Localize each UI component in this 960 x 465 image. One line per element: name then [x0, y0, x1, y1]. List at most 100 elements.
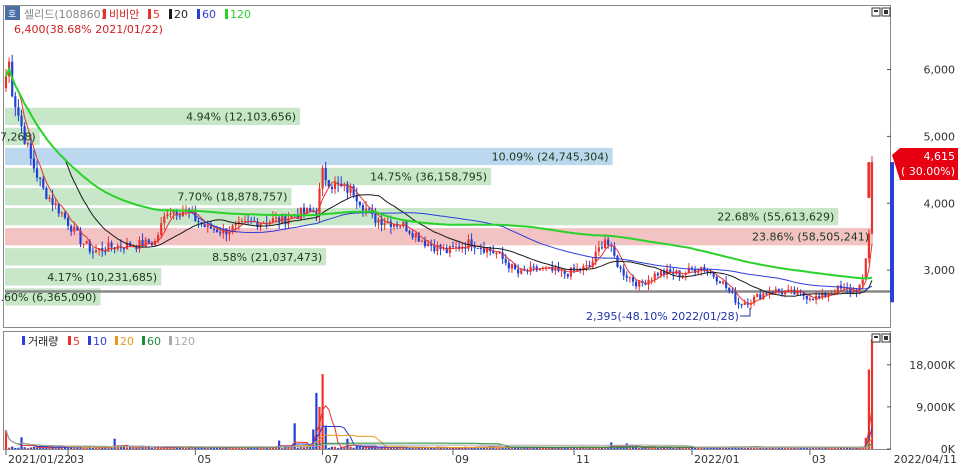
- volume-bar: [852, 448, 855, 449]
- candle-body: [560, 269, 563, 272]
- candle-body: [762, 293, 765, 299]
- candle-body: [734, 292, 737, 303]
- volume-bar: [166, 447, 169, 449]
- low-annotation-pointer: [740, 308, 751, 317]
- volume-bar: [545, 447, 548, 449]
- price-panel-buttons[interactable]: [871, 7, 891, 17]
- volume-profile-label: 10.09% (24,745,304): [492, 150, 609, 163]
- volume-bar: [79, 447, 82, 449]
- candle-body: [135, 246, 138, 250]
- volume-bar: [268, 447, 271, 449]
- volume-bar: [138, 446, 141, 449]
- volume-bar: [538, 447, 541, 449]
- candle-body: [110, 242, 113, 248]
- candle-body: [147, 239, 150, 244]
- volume-bar: [358, 446, 361, 449]
- date-end-label: 2022/04/11: [894, 453, 957, 465]
- ma-legend-label: 5: [153, 8, 160, 21]
- volume-bar: [181, 447, 185, 449]
- volume-bar: [725, 446, 728, 449]
- candle-body: [858, 284, 861, 292]
- candle-body: [349, 186, 352, 193]
- volume-panel-buttons[interactable]: [871, 333, 891, 343]
- volume-bar: [116, 446, 119, 449]
- volume-bar: [821, 447, 824, 449]
- volume-ma-legend-swatch: [142, 336, 145, 345]
- candle-body: [638, 281, 641, 287]
- volume-bar: [215, 447, 219, 449]
- volume-ma-legend-swatch: [169, 336, 172, 345]
- volume-bar: [594, 447, 597, 449]
- candle-body: [653, 273, 656, 280]
- volume-bar: [70, 447, 73, 449]
- candle-body: [237, 221, 240, 224]
- volume-bar: [66, 446, 70, 449]
- volume-bar: [818, 447, 821, 449]
- volume-bar: [91, 448, 94, 449]
- candle-body: [743, 302, 746, 305]
- candle-body: [234, 223, 237, 226]
- ma-legend-swatch: [169, 9, 172, 19]
- candle-body: [274, 217, 278, 219]
- volume-bar: [644, 447, 647, 449]
- volume-ma-legend-label: 10: [93, 335, 107, 348]
- volume-bar: [622, 446, 625, 449]
- candle-body: [91, 251, 94, 253]
- candle-body: [278, 217, 281, 223]
- candle-body: [529, 266, 532, 272]
- candle-body: [309, 208, 312, 212]
- candle-body: [430, 243, 433, 246]
- candle-body: [32, 158, 36, 169]
- volume-bar: [73, 447, 76, 449]
- volume-bar: [777, 447, 780, 449]
- volume-bar: [647, 446, 650, 449]
- candle-body: [647, 279, 650, 285]
- candle-body: [175, 210, 178, 216]
- candle-body: [281, 213, 284, 223]
- volume-bar: [697, 446, 700, 449]
- volume-bar: [498, 446, 501, 449]
- ma-line-5: [5, 67, 873, 305]
- candle-body: [417, 233, 420, 242]
- volume-bar: [284, 446, 287, 449]
- volume-bar: [153, 446, 157, 449]
- volume-bar: [551, 447, 554, 449]
- volume-bar: [104, 446, 107, 449]
- volume-bar: [88, 446, 91, 449]
- candle-body: [718, 281, 721, 284]
- candle-body: [594, 251, 597, 262]
- date-tick-label: 07: [325, 453, 339, 465]
- volume-ma-legend-label: 5: [73, 335, 80, 348]
- volume-bar: [718, 447, 721, 449]
- candle-body: [818, 295, 821, 298]
- candle-body: [368, 208, 371, 210]
- candle-body: [678, 270, 681, 277]
- volume-bar: [569, 447, 573, 449]
- volume-bar: [541, 447, 545, 449]
- candle-body: [836, 285, 839, 294]
- volume-bar: [693, 448, 697, 449]
- volume-bar: [731, 446, 734, 449]
- volume-bar: [734, 446, 737, 449]
- ma-legend-label: 20: [174, 8, 188, 21]
- volume-bar: [203, 446, 206, 449]
- volume-bar: [793, 447, 796, 449]
- candle-body: [808, 298, 812, 300]
- candle-body: [330, 186, 333, 190]
- candle-body: [479, 248, 482, 250]
- volume-profile-label: 4.94% (12,103,656): [186, 110, 296, 123]
- volume-bar: [340, 447, 343, 449]
- volume-bar: [849, 447, 852, 449]
- candle-body: [442, 247, 445, 250]
- candle-body: [706, 271, 709, 273]
- volume-bar: [703, 448, 706, 449]
- volume-bar: [585, 446, 588, 449]
- volume-profile-bar: [5, 187, 292, 206]
- volume-bar: [132, 446, 135, 449]
- candle-body: [780, 291, 784, 295]
- volume-bar: [256, 446, 259, 449]
- volume-bar: [756, 446, 759, 449]
- current-change: ( 30.00%): [901, 165, 955, 178]
- volume-ma-legend-swatch: [88, 336, 91, 345]
